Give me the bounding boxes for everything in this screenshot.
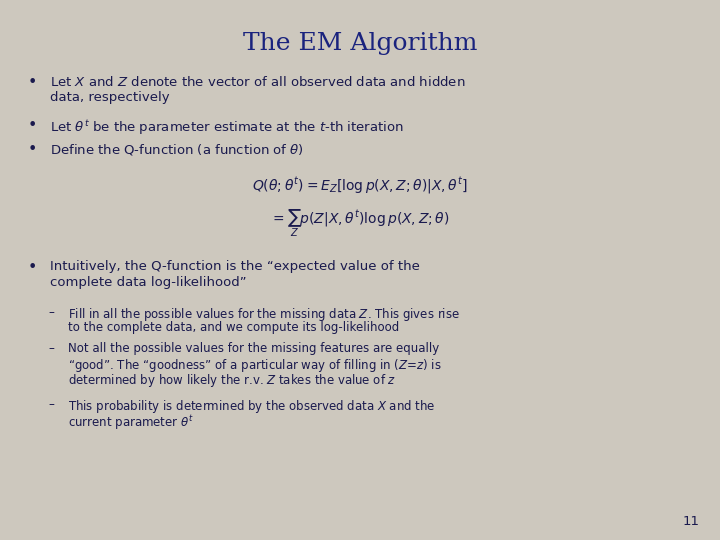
Text: This probability is determined by the observed data $X$ and the: This probability is determined by the ob… (68, 398, 436, 415)
Text: Intuitively, the Q-function is the “expected value of the: Intuitively, the Q-function is the “expe… (50, 260, 420, 273)
Text: The EM Algorithm: The EM Algorithm (243, 32, 477, 55)
Text: $= \sum_Z p(Z|X,\theta^t)\log p(X,Z;\theta)$: $= \sum_Z p(Z|X,\theta^t)\log p(X,Z;\the… (270, 207, 450, 239)
Text: Let $X$ and $Z$ denote the vector of all observed data and hidden: Let $X$ and $Z$ denote the vector of all… (50, 75, 465, 89)
Text: current parameter $\theta^t$: current parameter $\theta^t$ (68, 413, 194, 431)
Text: complete data log-likelihood”: complete data log-likelihood” (50, 276, 247, 289)
Text: Not all the possible values for the missing features are equally: Not all the possible values for the miss… (68, 342, 439, 355)
Text: •: • (28, 260, 37, 275)
Text: •: • (28, 75, 37, 90)
Text: –: – (48, 398, 54, 411)
Text: Define the Q-function (a function of $\theta$): Define the Q-function (a function of $\t… (50, 142, 304, 157)
Text: Fill in all the possible values for the missing data $Z$. This gives rise: Fill in all the possible values for the … (68, 306, 460, 323)
Text: 11: 11 (683, 515, 700, 528)
Text: •: • (28, 118, 37, 133)
Text: •: • (28, 142, 37, 157)
Text: “good”. The “goodness” of a particular way of filling in ($Z$=$z$) is: “good”. The “goodness” of a particular w… (68, 357, 441, 374)
Text: to the complete data, and we compute its log-likelihood: to the complete data, and we compute its… (68, 321, 400, 334)
Text: determined by how likely the r.v. $Z$ takes the value of $z$: determined by how likely the r.v. $Z$ ta… (68, 372, 396, 389)
Text: data, respectively: data, respectively (50, 91, 170, 104)
Text: –: – (48, 342, 54, 355)
Text: –: – (48, 306, 54, 319)
Text: $Q(\theta;\theta^t) = E_Z[\log p(X,Z;\theta)|X,\theta^t]$: $Q(\theta;\theta^t) = E_Z[\log p(X,Z;\th… (252, 175, 468, 195)
Text: Let $\theta^t$ be the parameter estimate at the $t$-th iteration: Let $\theta^t$ be the parameter estimate… (50, 118, 404, 137)
